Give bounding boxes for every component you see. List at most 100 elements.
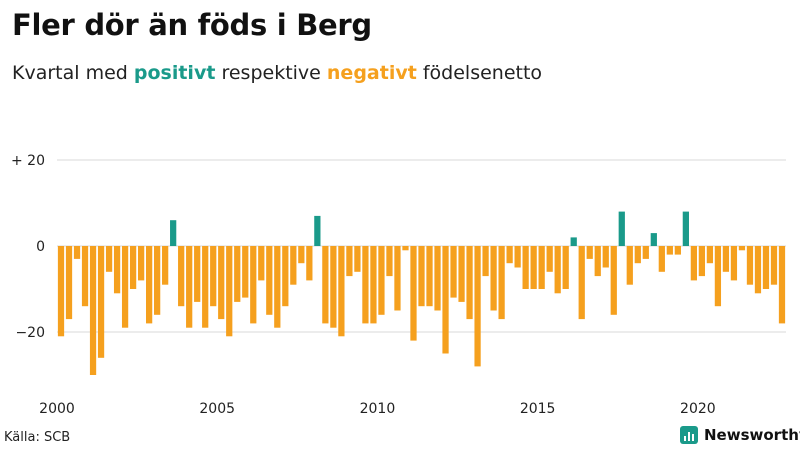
- bar: [186, 246, 193, 328]
- bar: [298, 246, 305, 264]
- bar: [402, 246, 409, 251]
- brand-name: Newsworthy: [704, 426, 800, 444]
- bar: [314, 215, 321, 246]
- bar: [410, 246, 417, 341]
- bar: [738, 246, 746, 251]
- bar: [346, 246, 353, 277]
- bar: [458, 246, 465, 302]
- bar: [642, 246, 649, 259]
- subtitle-negative-keyword: negativt: [326, 62, 417, 84]
- bar: [426, 246, 433, 307]
- bar: [546, 246, 553, 272]
- bar: [65, 246, 73, 320]
- bar: [722, 246, 730, 272]
- bar: [610, 246, 617, 315]
- bar: [121, 246, 129, 328]
- bar: [602, 246, 609, 268]
- bar: [434, 246, 441, 311]
- bar: [146, 246, 153, 324]
- bar: [378, 246, 385, 315]
- bar: [634, 246, 641, 264]
- bar: [522, 246, 529, 289]
- bar: [650, 233, 657, 246]
- bar: [105, 246, 113, 272]
- bar: [81, 246, 89, 307]
- bar: [730, 246, 738, 281]
- subtitle-prefix: Kvartal med: [12, 62, 134, 84]
- newsworthy-chart-icon: [680, 426, 698, 444]
- chart-title: Fler dör än föds i Berg: [12, 8, 372, 42]
- bar: [698, 246, 706, 277]
- bar: [746, 246, 754, 285]
- bar: [362, 246, 369, 324]
- bar: [586, 246, 593, 259]
- bar: [113, 246, 121, 294]
- bar: [242, 246, 249, 298]
- x-tick-label: 2010: [360, 401, 396, 417]
- bar: [338, 246, 345, 337]
- bar: [370, 246, 377, 324]
- bar: [482, 246, 489, 277]
- y-tick-label: −20: [15, 325, 45, 341]
- bar: [73, 246, 81, 259]
- bar: [330, 246, 337, 328]
- bar: [162, 246, 169, 285]
- bar: [282, 246, 289, 307]
- bar: [498, 246, 505, 320]
- bar: [490, 246, 497, 311]
- x-tick-label: 2005: [199, 401, 235, 417]
- x-tick-label: 2015: [520, 401, 556, 417]
- x-tick-label: 2000: [39, 401, 75, 417]
- bar: [554, 246, 561, 294]
- bar: [562, 246, 569, 289]
- bar: [706, 246, 714, 264]
- bar: [442, 246, 449, 354]
- bar: [354, 246, 361, 272]
- bar: [570, 237, 577, 246]
- bar: [466, 246, 473, 320]
- bar: [626, 246, 633, 285]
- bar: [306, 246, 313, 281]
- bar: [178, 246, 185, 307]
- source-note: Källa: SCB: [4, 430, 71, 445]
- bar: [754, 246, 762, 294]
- bar: [218, 246, 225, 320]
- bar: [394, 246, 401, 311]
- bar: [322, 246, 329, 324]
- bar: [290, 246, 297, 285]
- bar: [450, 246, 457, 298]
- bar: [226, 246, 233, 337]
- bar: [474, 246, 481, 367]
- bar: [194, 246, 201, 302]
- newsworthy-logo: Newsworthy: [680, 426, 800, 444]
- subtitle-positive-keyword: positivt: [133, 62, 216, 84]
- bar: [530, 246, 537, 289]
- subtitle-middle: respektive: [215, 62, 327, 84]
- bar: [154, 246, 161, 315]
- bar: [666, 246, 673, 255]
- bar: [57, 246, 65, 337]
- bar: [658, 246, 665, 272]
- bar: [129, 246, 137, 289]
- bar: [578, 246, 585, 320]
- bar: [538, 246, 545, 289]
- bar: [506, 246, 513, 264]
- bar: [770, 246, 778, 285]
- bar: [274, 246, 281, 328]
- bar: [386, 246, 393, 277]
- bar: [594, 246, 601, 277]
- bar: [210, 246, 217, 307]
- bar: [618, 211, 625, 246]
- bar: [137, 246, 145, 281]
- bar: [97, 246, 105, 358]
- chart-subtitle: Kvartal med positivt respektive negativt…: [12, 62, 542, 84]
- bar: [778, 246, 786, 324]
- bar: [690, 246, 697, 281]
- bar: [674, 246, 681, 255]
- bar: [418, 246, 425, 307]
- bar: [762, 246, 770, 289]
- bar: [514, 246, 521, 268]
- bar: [234, 246, 241, 302]
- bar: [89, 246, 97, 375]
